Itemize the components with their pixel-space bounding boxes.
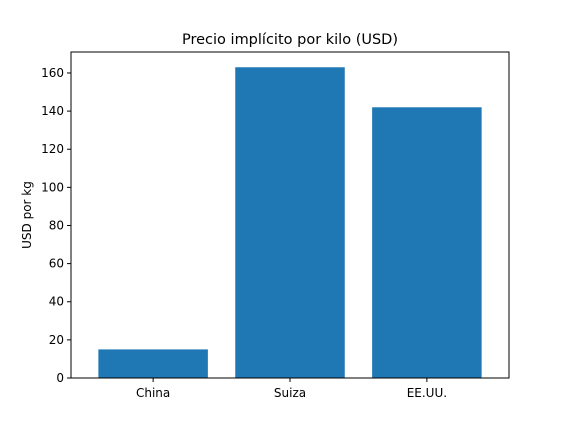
x-tick-label: Suiza (274, 386, 306, 400)
y-tick-label: 0 (56, 371, 64, 385)
y-tick-label: 140 (41, 104, 64, 118)
y-tick-label: 160 (41, 66, 64, 80)
y-axis-label: USD por kg (20, 181, 34, 249)
bar-suiza (235, 67, 345, 378)
bars-group (98, 67, 482, 378)
chart-title: Precio implícito por kilo (USD) (182, 32, 398, 48)
bar-ee-uu (372, 107, 482, 378)
y-tick-label: 60 (49, 257, 64, 271)
y-tick-label: 80 (49, 218, 64, 232)
x-tick-label: China (136, 386, 170, 400)
x-tick-label: EE.UU. (407, 386, 447, 400)
y-tick-label: 20 (49, 333, 64, 347)
y-tick-label: 120 (41, 142, 64, 156)
y-tick-label: 100 (41, 180, 64, 194)
plot-frame (70, 51, 510, 379)
y-axis: 0 20 40 60 80 100 120 140 160 (41, 66, 71, 385)
x-axis: China Suiza EE.UU. (136, 378, 447, 400)
y-tick-label: 40 (49, 295, 64, 309)
bar-china (98, 349, 208, 378)
